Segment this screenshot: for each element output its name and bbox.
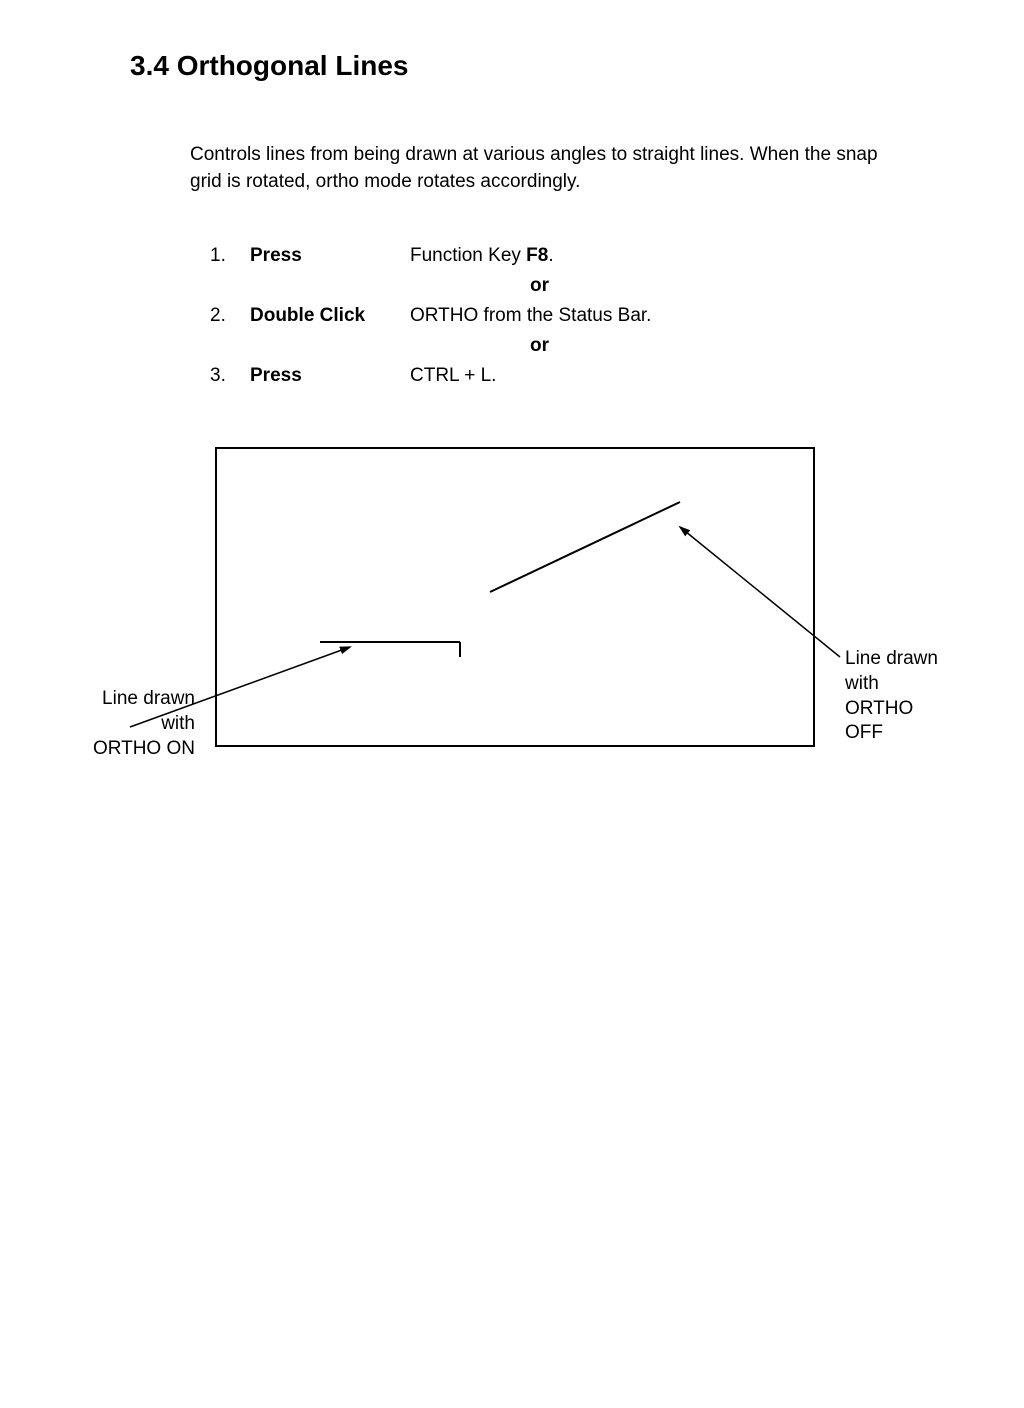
step-desc: CTRL + L. [410, 365, 964, 387]
step-action: Double Click [250, 305, 410, 327]
label-line: Line drawn [845, 648, 938, 669]
step-desc-bold: F8 [526, 245, 548, 266]
label-line: with [161, 713, 195, 734]
or-separator: or [530, 275, 964, 297]
step-row: 1. Press Function Key F8. [210, 245, 964, 267]
right-callout-arrow [680, 527, 840, 657]
step-desc: ORTHO from the Status Bar. [410, 305, 964, 327]
step-desc-pre: Function Key [410, 245, 526, 266]
angled-line [490, 502, 680, 592]
page-title: 3.4 Orthogonal Lines [130, 50, 964, 82]
step-row: 3. Press CTRL + L. [210, 365, 964, 387]
step-number: 2. [210, 305, 250, 327]
step-action: Press [250, 365, 410, 387]
ortho-off-label: Line drawn with ORTHO OFF [845, 647, 985, 746]
label-line: ORTHO ON [93, 738, 195, 759]
step-number: 3. [210, 365, 250, 387]
step-row: 2. Double Click ORTHO from the Status Ba… [210, 305, 964, 327]
steps-list: 1. Press Function Key F8. or 2. Double C… [210, 245, 964, 387]
step-number: 1. [210, 245, 250, 267]
ortho-on-label: Line drawn with ORTHO ON [55, 687, 195, 761]
intro-text: Controls lines from being drawn at vario… [190, 142, 884, 195]
step-desc-pre: ORTHO from the Status Bar. [410, 305, 651, 326]
label-line: with [845, 673, 879, 694]
step-action: Press [250, 245, 410, 267]
diagram-svg [60, 447, 960, 807]
diagram: Line drawn with ORTHO ON Line drawn with… [60, 447, 964, 807]
label-line: OFF [845, 722, 883, 743]
label-line: Line drawn [102, 688, 195, 709]
or-separator: or [530, 335, 964, 357]
label-line: ORTHO [845, 698, 913, 719]
step-desc: Function Key F8. [410, 245, 964, 267]
step-desc-pre: CTRL + L. [410, 365, 496, 386]
step-desc-post: . [548, 245, 553, 266]
